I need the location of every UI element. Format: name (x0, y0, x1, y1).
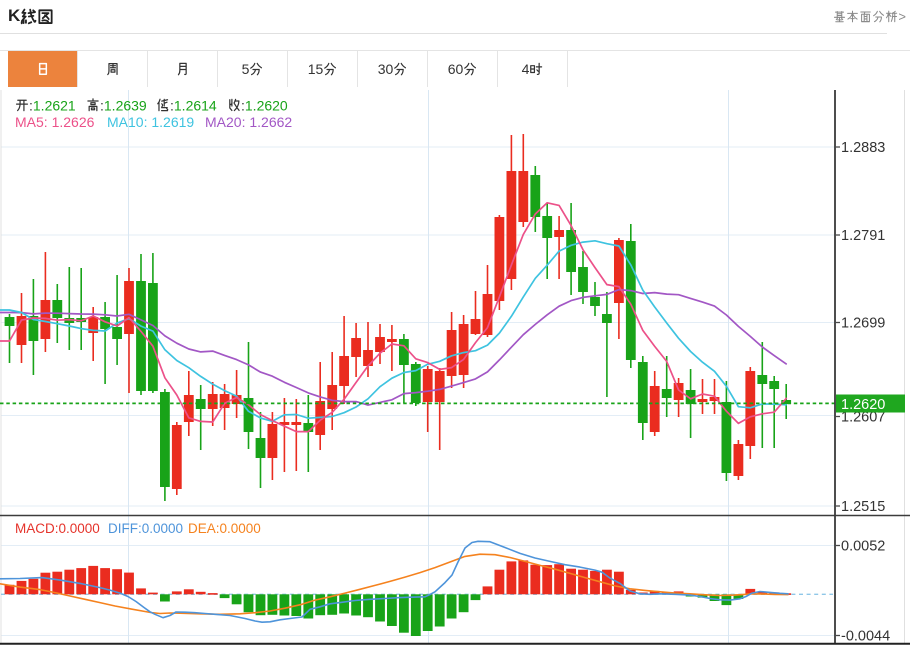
svg-text:1.2883: 1.2883 (841, 140, 885, 156)
svg-text:1.2699: 1.2699 (841, 316, 885, 332)
svg-text:-0.0044: -0.0044 (841, 629, 890, 645)
svg-text:1.2620: 1.2620 (841, 397, 885, 413)
svg-text:1.2607: 1.2607 (841, 410, 885, 426)
svg-text:0.0052: 0.0052 (841, 539, 885, 555)
svg-text:1.2515: 1.2515 (841, 499, 885, 515)
svg-text:1.2791: 1.2791 (841, 228, 885, 244)
